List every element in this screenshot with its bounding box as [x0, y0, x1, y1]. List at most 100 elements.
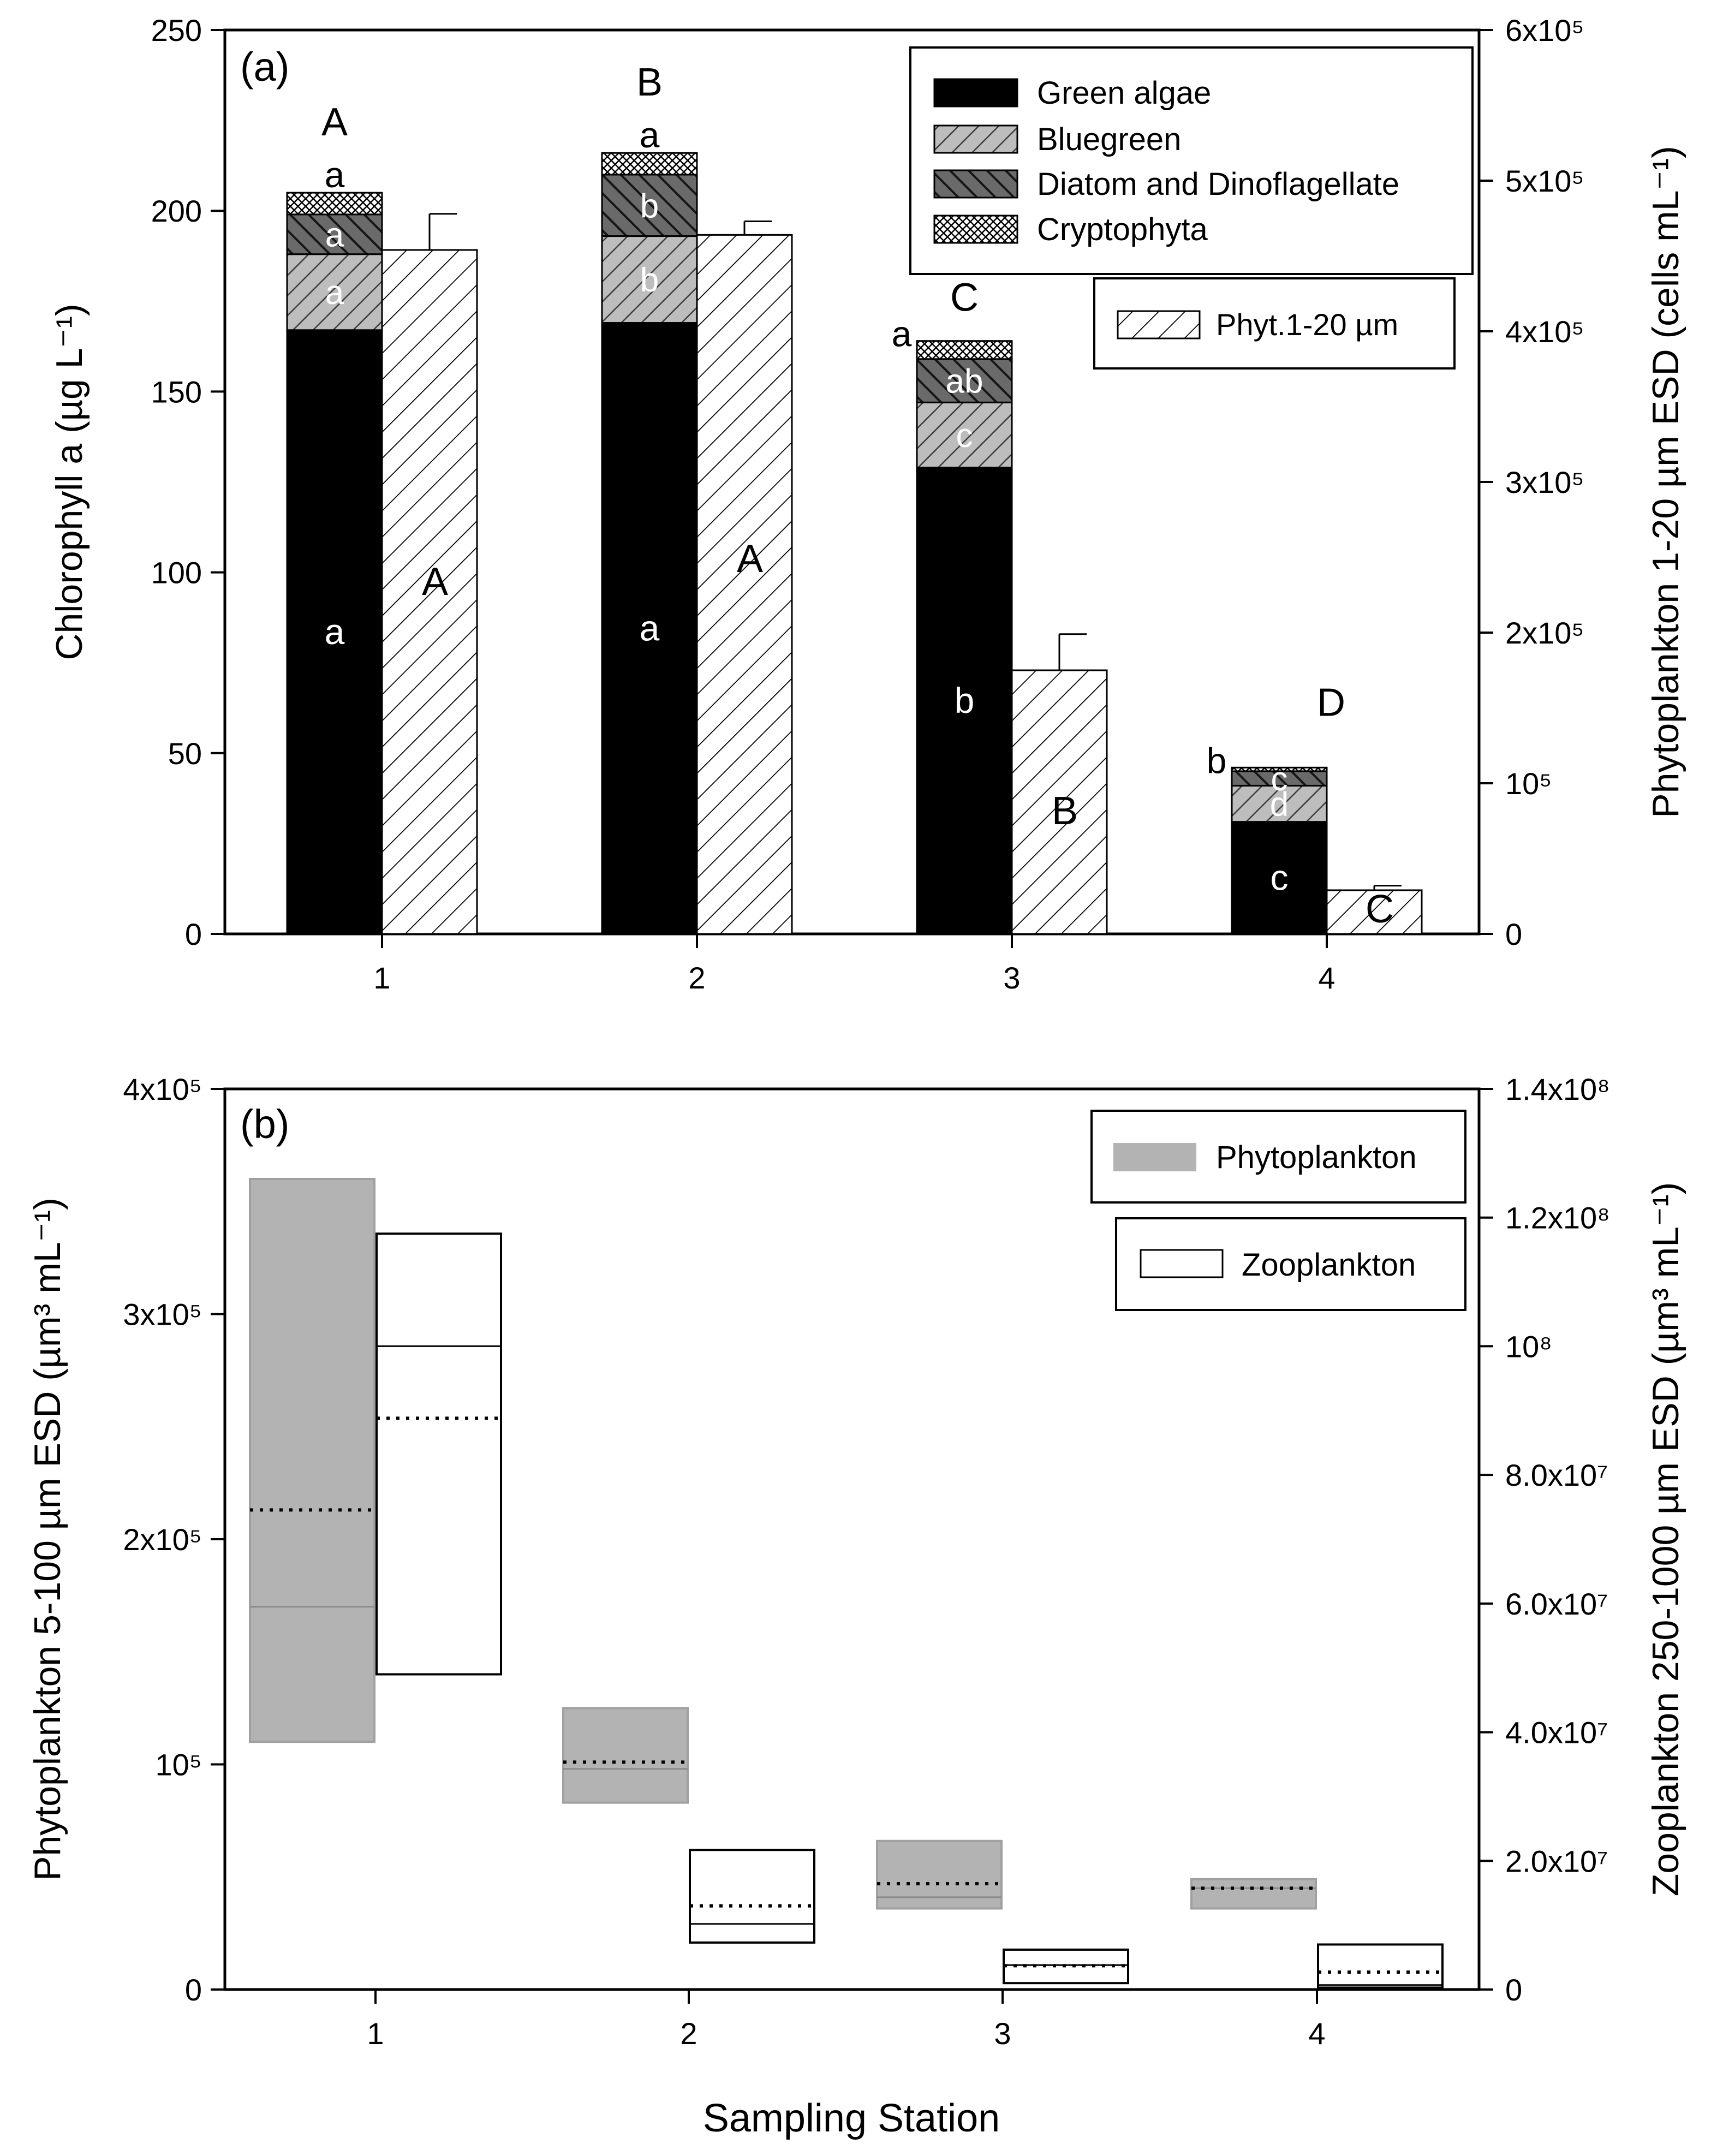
- panel-a: (a) 0 50 100 150 200 250 0 10⁵ 2x10⁵ 3x10⁵ 4x10⁵ 5…: [49, 13, 1686, 995]
- y-right-tick-label: 5x10⁵: [1505, 164, 1584, 198]
- panel-b-legend: Phytoplankton Zooplankton: [1090, 1110, 1466, 1311]
- panel-a-left-axis: 0 50 100 150 200 250: [151, 13, 225, 951]
- zooplankton-box: [1317, 1943, 1444, 1989]
- group-letter: C: [950, 276, 979, 320]
- letter-diatom: a: [325, 216, 344, 254]
- legend-swatch-diatom: [933, 169, 1018, 199]
- zooplankton-box: [375, 1232, 502, 1676]
- bar-segment-4: [916, 340, 1013, 360]
- y-tick-label: 100: [151, 556, 202, 590]
- panel-a-y-label: Chlorophyll a (µg L⁻¹): [49, 303, 90, 660]
- legend-swatch-cryptophyta: [933, 215, 1018, 244]
- phyt-bar: [1011, 669, 1108, 935]
- letter-green: b: [955, 680, 975, 720]
- zooplankton-box: [689, 1849, 815, 1944]
- y-right-tick-label: 4.0x10⁷: [1505, 1716, 1608, 1750]
- letter-green: c: [1271, 857, 1289, 897]
- y-tick-label: 0: [185, 917, 202, 951]
- panel-a-legend: Green algae Bluegreen Diatom and Dinofla…: [909, 46, 1474, 370]
- legend-swatch-phyt: [1117, 310, 1201, 340]
- legend-swatch-bluegreen: [933, 124, 1018, 154]
- y-tick-label: 0: [185, 1973, 202, 2007]
- y-tick-label: 3x10⁵: [123, 1297, 202, 1332]
- legend-zooplankton: Zooplankton: [1242, 1247, 1416, 1283]
- legend-box-phyt: [1093, 277, 1456, 370]
- bar-segment-3: [601, 174, 698, 237]
- bar-segment-3: [916, 358, 1013, 403]
- legend-cryptophyta: Cryptophyta: [1037, 212, 1208, 247]
- y-right-tick-label: 3x10⁵: [1505, 465, 1584, 499]
- x-tick-label: 1: [367, 2016, 384, 2051]
- panel-b-y-right-label: Zooplankton 250-1000 µm ESD (µm³ mL⁻¹): [1645, 1182, 1686, 1897]
- phyt-bar: [696, 234, 793, 935]
- bar-segment-2: [601, 235, 698, 324]
- panel-b-right-axis: 0 2.0x10⁷ 4.0x10⁷ 6.0x10⁷ 8.0x10⁷ 10⁸ 1.2x10⁸ 1…: [1479, 1072, 1610, 2007]
- panel-a-phyt-bars: [381, 213, 1423, 935]
- y-tick-label: 150: [151, 374, 202, 409]
- y-right-tick-label: 4x10⁵: [1505, 314, 1584, 349]
- bar-segment-2: [286, 253, 383, 331]
- y-right-tick-label: 1.4x10⁸: [1505, 1072, 1610, 1106]
- y-right-tick-label: 10⁸: [1505, 1329, 1552, 1363]
- letter-cryptophyta: a: [892, 314, 912, 354]
- y-tick-label: 50: [168, 736, 202, 771]
- y-right-tick-label: 1.2x10⁸: [1505, 1201, 1610, 1235]
- y-right-tick-label: 6.0x10⁷: [1505, 1587, 1608, 1621]
- bar-segment-1: [916, 467, 1013, 935]
- letter-green: a: [640, 608, 660, 648]
- x-tick-label: 3: [1003, 961, 1020, 995]
- phyt-letter: A: [737, 537, 763, 581]
- letter-bluegreen: a: [325, 274, 344, 312]
- letter-bluegreen: b: [640, 261, 659, 299]
- bar-segment-2: [1231, 784, 1328, 823]
- panel-a-x-axis: 1 2 3 4: [373, 934, 1336, 995]
- letter-cryptophyta: a: [325, 154, 345, 195]
- letter-diatom: ab: [946, 363, 983, 401]
- bar-segment-3: [286, 213, 383, 255]
- group-letter: B: [636, 61, 663, 104]
- panel-b-boxes: [249, 1178, 1444, 1989]
- letter-diatom: b: [640, 187, 659, 225]
- y-tick-label: 10⁵: [155, 1748, 202, 1782]
- legend-phyt: Phyt.1-20 µm: [1216, 307, 1398, 342]
- y-tick-label: 2x10⁵: [123, 1522, 202, 1557]
- bar-segment-4: [286, 192, 383, 216]
- panel-a-stacked-bars: [286, 152, 1328, 935]
- legend-swatch-green-algae: [933, 78, 1018, 108]
- phytoplankton-box: [562, 1707, 689, 1804]
- y-right-tick-label: 8.0x10⁷: [1505, 1458, 1608, 1492]
- letter-bluegreen: c: [956, 417, 973, 455]
- panel-a-right-axis: 0 10⁵ 2x10⁵ 3x10⁵ 4x10⁵ 5x10⁵ 6x10⁵: [1479, 13, 1584, 951]
- group-letter: A: [321, 100, 348, 144]
- phytoplankton-box: [1190, 1878, 1317, 1910]
- bar-segment-4: [1231, 766, 1328, 772]
- panel-b: (b) 0 10⁵ 2x10⁵ 3x10⁵ 4x10⁵ 0 2.0x10⁷ 4.0x10⁷ 6…: [27, 1072, 1686, 2140]
- bar-segment-4: [601, 152, 698, 176]
- bar-segment-1: [1231, 821, 1328, 935]
- y-tick-label: 4x10⁵: [123, 1072, 202, 1106]
- y-right-tick-label: 6x10⁵: [1505, 13, 1584, 47]
- x-axis-label: Sampling Station: [703, 2097, 1000, 2140]
- bar-segment-1: [601, 322, 698, 935]
- bar-segment-2: [916, 401, 1013, 469]
- phyt-letter: B: [1052, 789, 1078, 833]
- y-right-tick-label: 10⁵: [1505, 766, 1552, 801]
- phytoplankton-box: [876, 1839, 1003, 1910]
- y-tick-label: 250: [151, 13, 202, 47]
- y-tick-label: 200: [151, 194, 202, 228]
- panel-b-label: (b): [240, 1101, 289, 1147]
- group-letter: D: [1317, 681, 1345, 724]
- legend-swatch-zooplankton: [1140, 1249, 1224, 1278]
- panel-b-left-axis: 0 10⁵ 2x10⁵ 3x10⁵ 4x10⁵: [123, 1072, 225, 2007]
- phyt-bar: [381, 249, 478, 935]
- x-tick-label: 1: [373, 961, 390, 995]
- x-tick-label: 2: [680, 2016, 697, 2051]
- legend-phytoplankton: Phytoplankton: [1216, 1140, 1417, 1175]
- x-tick-label: 2: [688, 961, 705, 995]
- y-right-tick-label: 2.0x10⁷: [1505, 1844, 1608, 1878]
- letter-bluegreen: d: [1270, 786, 1289, 824]
- panel-a-label: (a): [240, 44, 289, 90]
- phytoplankton-box: [249, 1178, 375, 1743]
- x-tick-label: 4: [1308, 2016, 1325, 2051]
